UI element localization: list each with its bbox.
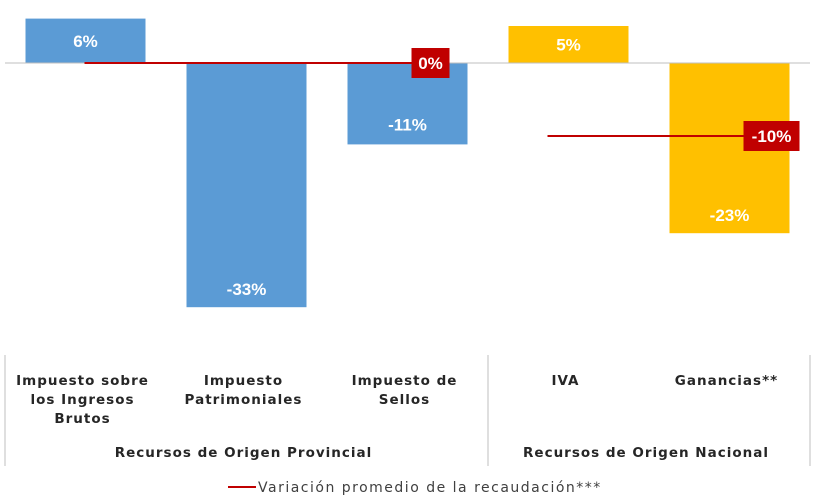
category-axis: Impuesto sobre los Ingresos Brutos Impuesto…	[4, 355, 811, 466]
average-label-1: -10%	[752, 127, 792, 146]
group-label-1: Recursos de Origen Nacional	[523, 445, 769, 461]
average-label-0: 0%	[418, 54, 443, 73]
bar-3	[508, 26, 629, 63]
category-label-2-line-0: Impuesto de	[352, 373, 458, 389]
category-label-4-line-0: Ganancias**	[675, 373, 778, 389]
category-label-0-line-1: los Ingresos	[30, 392, 134, 408]
bar-value-label-0: 6%	[73, 32, 98, 51]
group-label-0: Recursos de Origen Provincial	[115, 445, 373, 461]
bar-value-label-2: -11%	[388, 115, 427, 134]
bar-0	[25, 18, 146, 64]
bar-1	[186, 63, 307, 308]
bars-layer: 6% -33% -11% 5% -23%	[25, 18, 790, 308]
bar-value-label-3: 5%	[556, 36, 581, 55]
average-label-box-0	[411, 48, 450, 78]
legend: Variación promedio de la recaudación***	[228, 480, 602, 496]
category-label-2-line-1: Sellos	[379, 392, 430, 408]
bar-value-label-4: -23%	[710, 206, 750, 225]
category-label-1-line-1: Patrimoniales	[185, 392, 303, 408]
category-label-0-line-0: Impuesto sobre	[16, 373, 149, 389]
category-label-3-line-0: IVA	[551, 373, 579, 389]
average-label-box-1	[743, 121, 800, 151]
average-lines-layer: 0% -10%	[84, 48, 800, 151]
legend-label: Variación promedio de la recaudación***	[258, 480, 602, 496]
bar-value-label-1: -33%	[227, 280, 267, 299]
category-label-1-line-0: Impuesto	[204, 373, 283, 389]
category-label-0-line-2: Brutos	[54, 411, 110, 427]
